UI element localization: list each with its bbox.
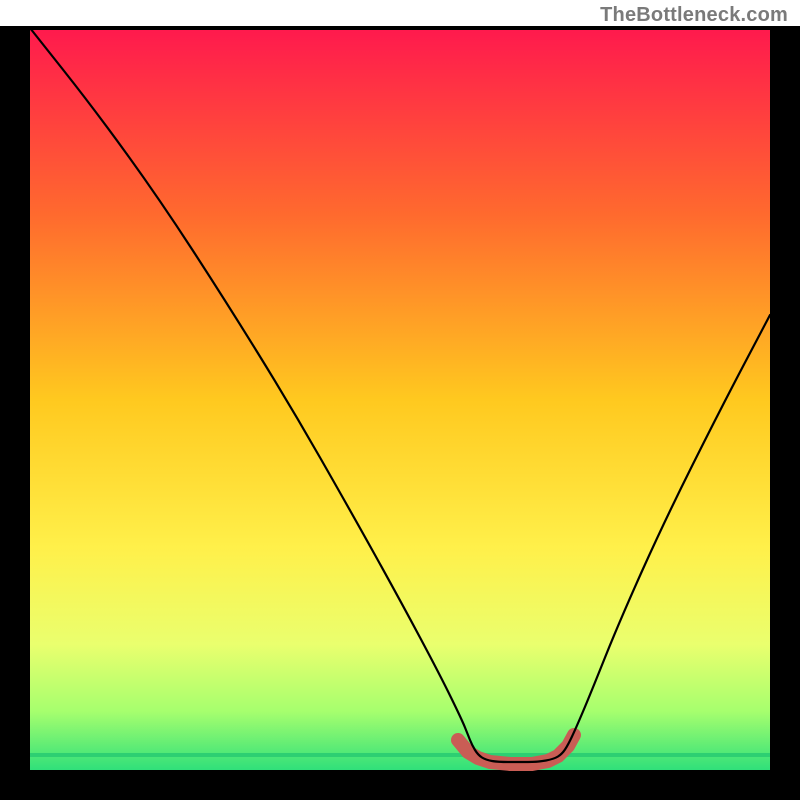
- border-left: [0, 0, 30, 800]
- chart-canvas: TheBottleneck.com: [0, 0, 800, 800]
- chart-svg: [0, 0, 800, 800]
- border-bottom: [0, 770, 800, 800]
- valley-highlight: [458, 735, 574, 764]
- watermark-label: TheBottleneck.com: [600, 4, 788, 27]
- plot-background: [30, 30, 770, 770]
- main-curve: [30, 28, 770, 762]
- border-right: [770, 0, 800, 800]
